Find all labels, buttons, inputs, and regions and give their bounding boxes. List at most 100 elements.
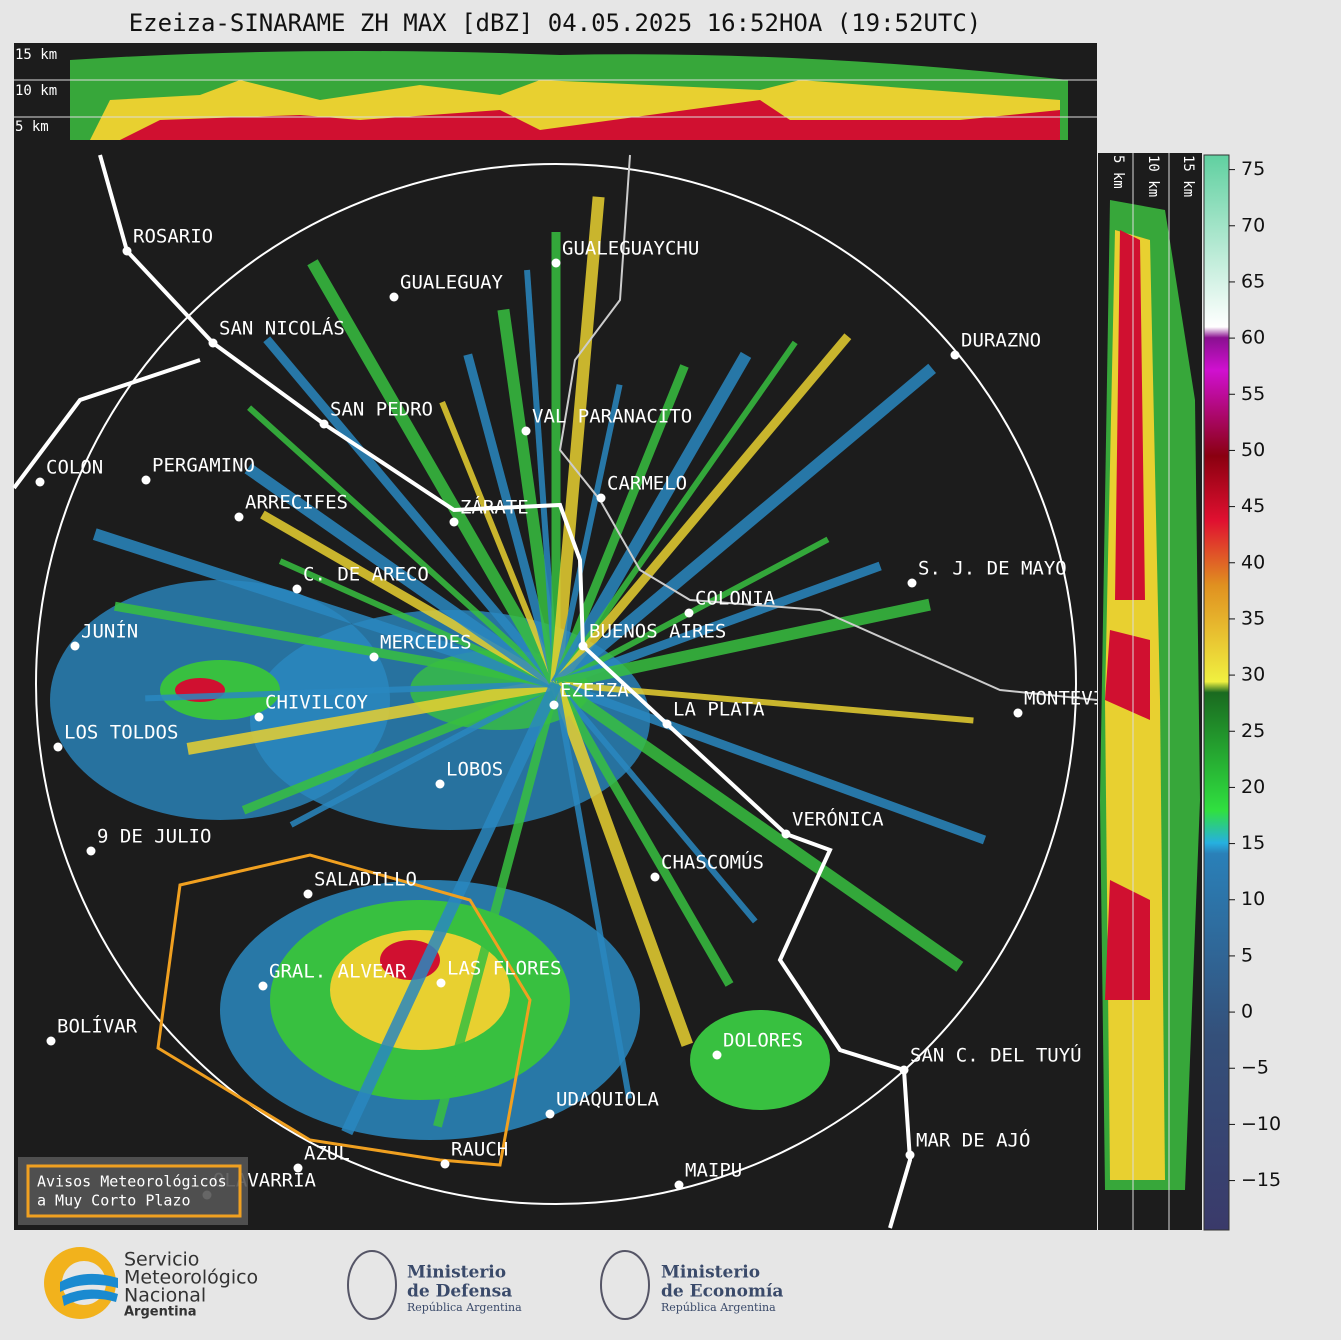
city-label: SAN C. DEL TUYÚ <box>910 1043 1082 1067</box>
height-label: 5 km <box>1110 155 1126 189</box>
colorbar-tick-label: 5 <box>1241 944 1253 966</box>
city-dot <box>781 829 791 839</box>
colorbar-tick-label: 65 <box>1241 270 1265 292</box>
city-dot <box>662 719 672 729</box>
city-label: VAL PARANACITO <box>532 406 692 428</box>
logo-text: República Argentina <box>407 1301 522 1314</box>
city-label: CHASCOMÚS <box>661 850 764 874</box>
logo-text: Servicio <box>124 1249 199 1271</box>
echo-ray <box>263 336 560 687</box>
city-label: EZEIZA <box>560 680 629 702</box>
city-label: LOBOS <box>446 759 503 781</box>
city-dot <box>436 978 446 988</box>
city-dot <box>122 246 132 256</box>
city-label: COLONIA <box>695 588 776 610</box>
warning-area <box>156 853 532 1167</box>
echo-ray <box>554 598 931 690</box>
echo-ray <box>278 558 558 687</box>
city-dot <box>899 1065 909 1075</box>
city-dot <box>440 1159 450 1169</box>
echo-ray <box>554 679 987 845</box>
city-dot <box>578 641 588 651</box>
city-dot <box>905 1150 915 1160</box>
echo-ray <box>145 681 557 702</box>
city-label: COLON <box>46 457 103 479</box>
echo-ray <box>247 405 559 687</box>
echo-ray <box>555 681 974 724</box>
height-label: 10 km <box>1145 155 1161 197</box>
logo-text: República Argentina <box>661 1301 776 1314</box>
echo-ray <box>553 683 633 1100</box>
city-dot <box>449 517 459 527</box>
city-dot <box>208 338 218 348</box>
city-dot <box>712 1050 722 1060</box>
city-label: GUALEGUAY <box>400 272 504 294</box>
echo-ray <box>552 363 936 689</box>
city-dot <box>258 981 268 991</box>
echo-ray <box>433 682 561 1128</box>
side-echo <box>1105 230 1150 1000</box>
echo-ray <box>341 681 562 1136</box>
city-dot <box>551 258 561 268</box>
city-label: VERÓNICA <box>792 807 884 831</box>
city-dot <box>521 426 531 436</box>
colorbar <box>1203 154 1230 1231</box>
colorbar-tick-label: 15 <box>1241 832 1265 854</box>
logo-text: de Economía <box>661 1282 783 1302</box>
city-label: ZÁRATE <box>460 496 529 519</box>
city-label: S. J. DE MAYO <box>918 558 1067 580</box>
height-label: 5 km <box>15 119 49 135</box>
city-label: BUENOS AIRES <box>589 621 726 643</box>
city-dot <box>549 700 559 710</box>
echo-ray <box>186 678 558 755</box>
logo-text: Nacional <box>124 1285 206 1307</box>
city-label: AZUL <box>304 1143 350 1165</box>
logo-text: Ministerio <box>407 1263 506 1283</box>
city-label: PERGAMINO <box>152 455 255 477</box>
height-label: 10 km <box>15 83 57 99</box>
echo-ray <box>552 681 734 987</box>
echo-ray <box>554 561 882 689</box>
echo-ray <box>553 340 798 686</box>
echo-ray <box>497 308 562 685</box>
city-dot <box>596 493 606 503</box>
city-dot <box>46 1036 56 1046</box>
city-label: DURAZNO <box>961 330 1041 352</box>
city-label: MAR DE AJÓ <box>916 1128 1030 1152</box>
city-dot <box>545 1109 555 1119</box>
colorbar-tick-label: 20 <box>1241 776 1265 798</box>
echo-ray <box>550 681 693 1047</box>
echo <box>690 1010 830 1110</box>
city-dot <box>234 512 244 522</box>
city-layer: ROSARIO GUALEGUAYCHU GUALEGUAY SAN NICOLÁS D… <box>35 226 1097 1200</box>
city-label: BOLÍVAR <box>57 1015 138 1038</box>
city-dot <box>435 779 445 789</box>
city-dot <box>303 889 313 899</box>
city-label: C. DE ARECO <box>303 564 429 586</box>
colorbar-tick-label: 55 <box>1241 383 1265 405</box>
city-label: SAN NICOLÁS <box>219 317 345 340</box>
city-dot <box>907 578 917 588</box>
city-dot <box>674 1180 684 1190</box>
city-dot <box>292 584 302 594</box>
shield <box>347 1250 397 1320</box>
colorbar-tick-label: 45 <box>1241 495 1265 517</box>
city-label: UDAQUIOLA <box>556 1089 660 1111</box>
colorbar-tick-label: 40 <box>1241 551 1265 573</box>
echo-ray <box>439 401 559 686</box>
city-label: ARRECIFES <box>245 492 348 514</box>
echo-ray <box>552 333 852 687</box>
city-label: LOS TOLDOS <box>64 722 178 744</box>
echo-ray <box>241 679 558 815</box>
city-dot <box>319 419 329 429</box>
city-dot <box>369 652 379 662</box>
colorbar-tick-label: −10 <box>1241 1113 1281 1135</box>
colorbar-tick-label: 30 <box>1241 664 1265 686</box>
city-dot <box>53 742 63 752</box>
city-label: GUALEGUAYCHU <box>562 238 699 260</box>
top-echo <box>120 100 1060 140</box>
logo-text: Argentina <box>124 1305 197 1320</box>
colorbar-tick-label: 35 <box>1241 607 1265 629</box>
border <box>12 358 201 490</box>
city-dot <box>141 475 151 485</box>
